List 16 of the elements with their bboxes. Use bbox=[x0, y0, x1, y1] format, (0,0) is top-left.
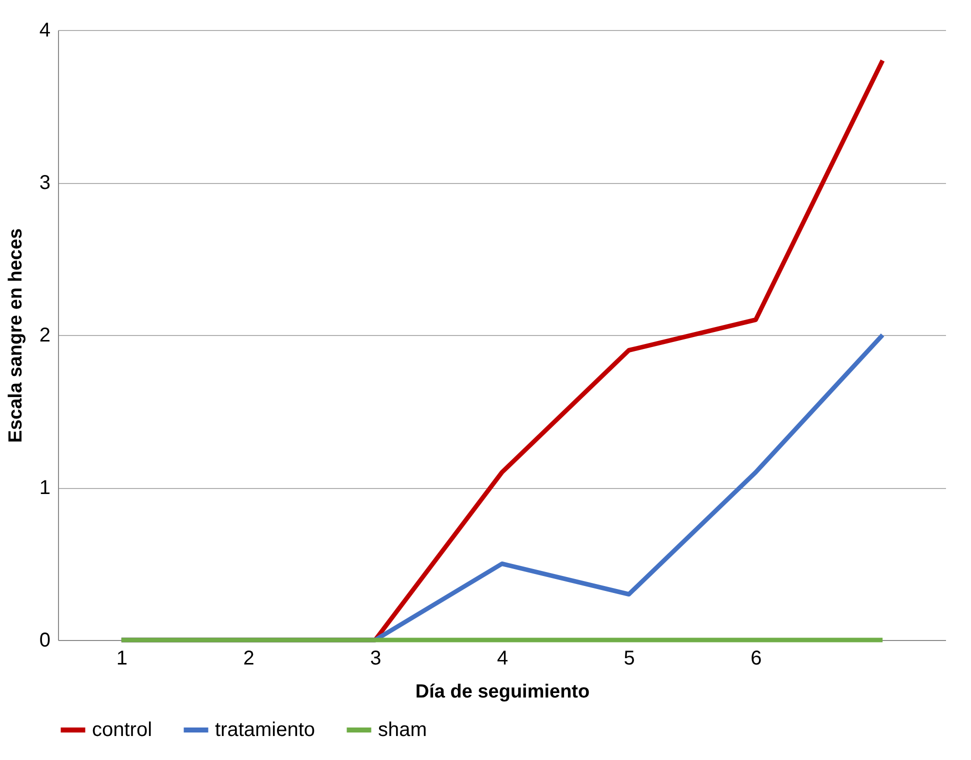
y-tick-label: 2 bbox=[39, 324, 50, 346]
y-tick-label: 4 bbox=[39, 20, 50, 42]
x-tick-label: 4 bbox=[496, 648, 508, 670]
legend-label: control bbox=[92, 719, 152, 741]
x-tick-label: 5 bbox=[624, 648, 635, 670]
y-tick-label: 0 bbox=[39, 630, 50, 652]
x-tick-label: 2 bbox=[243, 648, 254, 670]
x-tick-label: 3 bbox=[370, 648, 382, 670]
x-tick-label: 1 bbox=[116, 648, 128, 670]
legend-label: tratamiento bbox=[215, 719, 316, 741]
legend-label: sham bbox=[378, 719, 427, 741]
y-axis-title: Escala sangre en heces bbox=[5, 228, 26, 443]
y-tick-label: 3 bbox=[39, 172, 50, 194]
y-tick-label: 1 bbox=[39, 477, 50, 499]
x-tick-label: 6 bbox=[750, 648, 762, 670]
x-axis-title: Día de seguimiento bbox=[415, 682, 590, 702]
